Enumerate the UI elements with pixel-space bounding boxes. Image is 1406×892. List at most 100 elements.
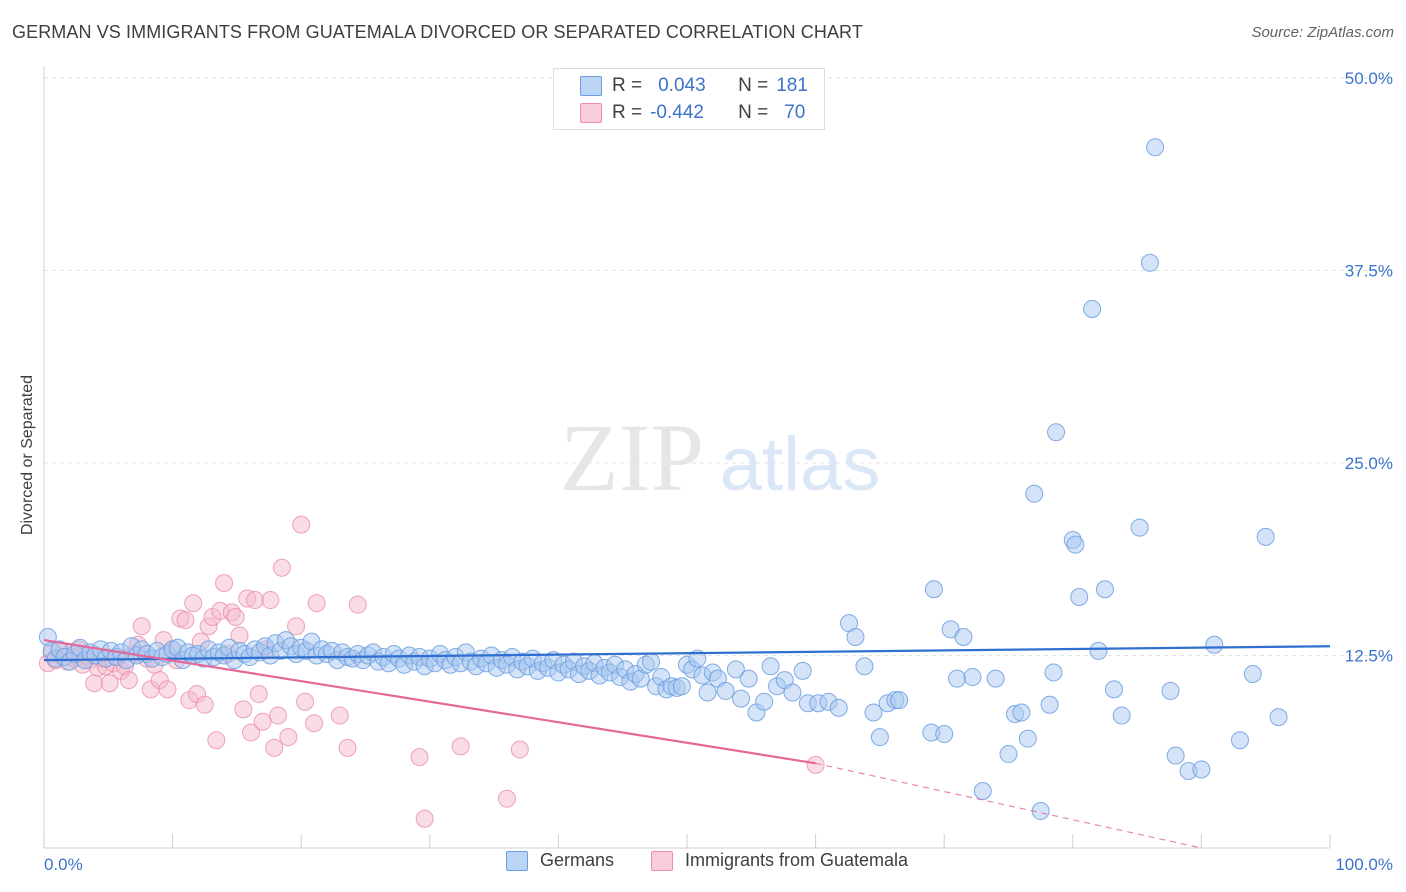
data-point-guatemala <box>207 731 226 750</box>
axes <box>43 66 1331 849</box>
data-point-germans <box>999 745 1018 764</box>
data-point-germans <box>855 657 874 676</box>
data-point-guatemala <box>415 809 434 828</box>
legend-item-guatemala[interactable]: Immigrants from Guatemala <box>651 850 908 871</box>
data-point-germans <box>1044 663 1063 682</box>
data-point-guatemala <box>269 706 288 725</box>
data-point-germans <box>1269 708 1288 727</box>
data-point-germans <box>1070 587 1089 606</box>
x-tick-label: 0.0% <box>44 855 83 874</box>
data-point-germans <box>864 703 883 722</box>
data-point-germans <box>1095 580 1114 599</box>
data-point-germans <box>732 689 751 708</box>
series-legend: Germans Immigrants from Guatemala <box>0 850 1406 878</box>
data-point-germans <box>1089 641 1108 660</box>
data-point-germans <box>890 691 909 710</box>
data-point-germans <box>1018 729 1037 748</box>
data-point-guatemala <box>253 712 272 731</box>
data-point-germans <box>1192 760 1211 779</box>
legend-r-value: -0.442 <box>650 102 704 123</box>
data-point-germans <box>688 649 707 668</box>
legend-n-value: 181 <box>776 75 808 96</box>
y-tick-label: 25.0% <box>1345 454 1393 473</box>
watermark-atlas: atlas <box>720 422 881 507</box>
y-tick-label: 37.5% <box>1345 262 1393 281</box>
y-tick-label: 12.5% <box>1345 647 1393 666</box>
data-point-germans <box>755 692 774 711</box>
watermark: ZIP atlas <box>560 404 880 511</box>
data-point-guatemala <box>245 591 264 610</box>
source-label: Source: ZipAtlas.com <box>1251 24 1394 41</box>
data-point-germans <box>698 683 717 702</box>
chart-title: GERMAN VS IMMIGRANTS FROM GUATEMALA DIVO… <box>12 22 863 42</box>
legend-swatch-pink <box>580 103 602 123</box>
data-point-germans <box>761 657 780 676</box>
legend-row-guatemala: R = -0.442 N = 70 <box>554 100 805 126</box>
data-point-guatemala <box>132 617 151 636</box>
trend-line-germans <box>43 645 1331 662</box>
data-point-germans <box>1104 680 1123 699</box>
data-point-germans <box>672 677 691 696</box>
data-point-germans <box>783 683 802 702</box>
data-point-germans <box>641 652 660 671</box>
trend-line-guatemala <box>43 639 816 765</box>
data-point-guatemala <box>226 608 245 626</box>
data-point-germans <box>924 580 943 599</box>
data-point-germans <box>1256 527 1275 546</box>
data-point-germans <box>963 668 982 687</box>
data-point-germans <box>1161 681 1180 700</box>
data-point-guatemala <box>307 594 326 613</box>
data-point-germans <box>846 628 865 647</box>
data-point-guatemala <box>330 706 349 725</box>
data-point-germans <box>986 669 1005 688</box>
data-point-germans <box>1040 695 1059 714</box>
data-point-guatemala <box>265 738 284 757</box>
legend-swatch-guatemala <box>651 850 673 871</box>
data-point-guatemala <box>85 674 104 693</box>
data-point-germans <box>1166 746 1185 765</box>
data-point-guatemala <box>292 515 311 534</box>
legend-label-germans: Germans <box>540 850 615 870</box>
trend-line-guatemala-extension <box>815 762 1202 849</box>
legend-swatch-germans <box>506 850 528 871</box>
data-point-germans <box>1230 731 1249 750</box>
data-point-germans <box>1205 635 1224 654</box>
data-point-guatemala <box>279 728 298 747</box>
y-axis-label: Divorced or Separated <box>19 374 36 536</box>
data-point-guatemala <box>497 789 516 808</box>
data-point-germans <box>829 698 848 717</box>
data-point-germans <box>1066 535 1085 554</box>
series-germans <box>38 138 1288 821</box>
data-point-guatemala <box>296 692 315 711</box>
legend-n-label: N = <box>738 102 769 123</box>
data-point-germans <box>1140 253 1159 272</box>
trend-lines <box>43 639 1331 849</box>
data-point-germans <box>1146 138 1165 157</box>
tick-labels: 12.5% 25.0% 37.5% 50.0% 0.0% 100.0% <box>44 69 1393 874</box>
data-point-germans <box>954 628 973 647</box>
data-point-germans <box>1243 664 1262 683</box>
data-point-guatemala <box>261 591 280 610</box>
data-point-germans <box>1130 518 1149 537</box>
watermark-zip: ZIP <box>560 404 704 511</box>
legend-row-germans: R = 0.043 N = 181 <box>554 73 808 99</box>
legend-n-label: N = <box>738 75 769 96</box>
legend-item-germans[interactable]: Germans <box>506 850 614 871</box>
data-point-guatemala <box>806 755 825 774</box>
data-point-germans <box>726 660 745 679</box>
data-point-guatemala <box>234 700 253 719</box>
data-point-germans <box>1112 706 1131 725</box>
data-point-germans <box>935 725 954 744</box>
data-point-guatemala <box>451 737 470 756</box>
data-point-guatemala <box>119 671 138 690</box>
data-point-guatemala <box>348 595 367 614</box>
data-point-guatemala <box>195 695 214 714</box>
stats-legend: R = 0.043 N = 181 R = -0.442 N = 70 <box>553 68 825 130</box>
legend-swatch-blue <box>580 76 602 96</box>
data-point-guatemala <box>305 714 324 733</box>
data-point-germans <box>1012 703 1031 722</box>
data-point-guatemala <box>249 685 268 703</box>
data-point-germans <box>716 681 735 700</box>
grid-lines <box>44 77 1394 656</box>
